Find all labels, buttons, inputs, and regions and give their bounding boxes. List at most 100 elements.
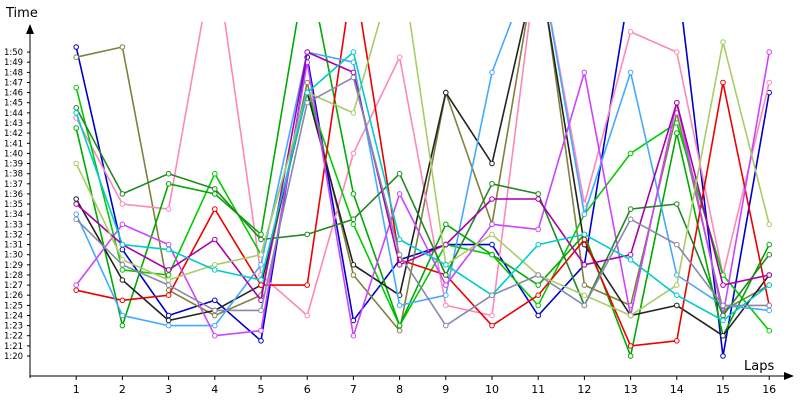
data-point	[627, 150, 634, 157]
data-point	[212, 332, 218, 339]
y-tick-label: 1:35	[4, 200, 23, 210]
data-point	[489, 292, 495, 299]
data-point	[165, 272, 172, 278]
x-tick-label: 12	[577, 383, 591, 396]
data-point	[212, 312, 218, 319]
data-point	[304, 49, 311, 55]
series-7	[73, 22, 773, 349]
data-point	[581, 69, 588, 76]
data-point	[73, 211, 79, 217]
data-point	[489, 322, 495, 329]
x-tick-label: 1	[73, 383, 80, 396]
data-point	[165, 170, 172, 177]
data-point	[489, 221, 495, 228]
data-point	[73, 160, 79, 167]
data-point	[165, 246, 172, 253]
data-point	[304, 312, 311, 319]
data-point	[258, 231, 264, 238]
data-point	[581, 282, 588, 288]
data-point	[489, 160, 495, 167]
data-point	[165, 181, 172, 187]
y-tick-label: 1:36	[4, 190, 23, 200]
data-point	[720, 282, 726, 288]
data-point	[720, 79, 726, 86]
data-point	[350, 332, 357, 339]
data-point	[489, 251, 495, 258]
data-point	[165, 206, 172, 212]
data-point	[581, 231, 588, 238]
data-point	[674, 282, 680, 288]
data-point	[212, 297, 218, 304]
series-14	[73, 74, 773, 329]
data-point	[720, 302, 726, 309]
data-point	[627, 312, 634, 319]
data-point	[674, 99, 680, 106]
data-point	[581, 236, 588, 243]
data-point	[674, 49, 680, 55]
y-tick-label: 1:39	[4, 160, 23, 170]
y-tick-label: 1:23	[4, 322, 23, 332]
data-point	[535, 292, 542, 299]
data-point	[304, 231, 311, 238]
series-line	[75, 22, 770, 317]
data-point	[535, 226, 542, 233]
x-tick-label: 4	[211, 383, 218, 396]
data-point	[119, 322, 126, 329]
data-point	[165, 282, 172, 288]
data-point	[627, 69, 634, 76]
x-tick-label: 15	[716, 383, 730, 396]
data-point	[674, 201, 680, 207]
data-point	[165, 322, 172, 329]
x-tick-label: 6	[304, 383, 311, 396]
data-point	[73, 216, 79, 222]
y-tick-label: 1:43	[4, 119, 23, 129]
data-point	[304, 99, 311, 106]
data-point	[766, 79, 773, 86]
x-tick-label: 13	[624, 383, 638, 396]
data-point	[396, 327, 403, 334]
data-point	[443, 221, 449, 228]
y-tick-label: 1:20	[4, 352, 23, 362]
data-point	[350, 221, 357, 228]
data-point	[119, 297, 126, 304]
y-tick-label: 1:33	[4, 220, 23, 230]
data-point	[766, 49, 773, 55]
data-point	[535, 272, 542, 278]
data-point	[119, 241, 126, 248]
data-point	[674, 302, 680, 309]
y-tick-label: 1:28	[4, 271, 23, 281]
x-axis-arrow	[784, 372, 794, 380]
data-point	[73, 282, 79, 288]
data-point	[443, 282, 449, 288]
data-point	[350, 262, 357, 268]
data-point	[119, 246, 126, 253]
data-point	[535, 312, 542, 319]
data-point	[258, 327, 264, 334]
data-point	[443, 292, 449, 299]
y-tick-label: 1:49	[4, 58, 23, 68]
x-axis-label: Laps	[744, 359, 774, 374]
data-point	[720, 312, 726, 319]
series-line	[76, 22, 770, 332]
data-point	[212, 191, 218, 197]
data-point	[674, 292, 680, 299]
data-point	[674, 338, 680, 344]
data-point	[119, 277, 126, 283]
data-point	[165, 277, 172, 283]
data-point	[627, 206, 634, 212]
y-tick-label: 1:29	[4, 261, 23, 271]
y-tick-label: 1:50	[4, 48, 23, 58]
data-point	[396, 302, 403, 309]
data-point	[396, 236, 403, 243]
data-point	[258, 251, 264, 258]
y-tick-label: 1:30	[4, 251, 23, 261]
y-tick-label: 1:27	[4, 281, 23, 291]
data-point	[581, 292, 588, 299]
data-point	[627, 257, 634, 263]
data-point	[73, 125, 79, 131]
y-tick-label: 1:22	[4, 332, 23, 342]
data-point	[766, 241, 773, 248]
x-tick-label: 8	[396, 383, 403, 396]
data-point	[73, 105, 79, 111]
